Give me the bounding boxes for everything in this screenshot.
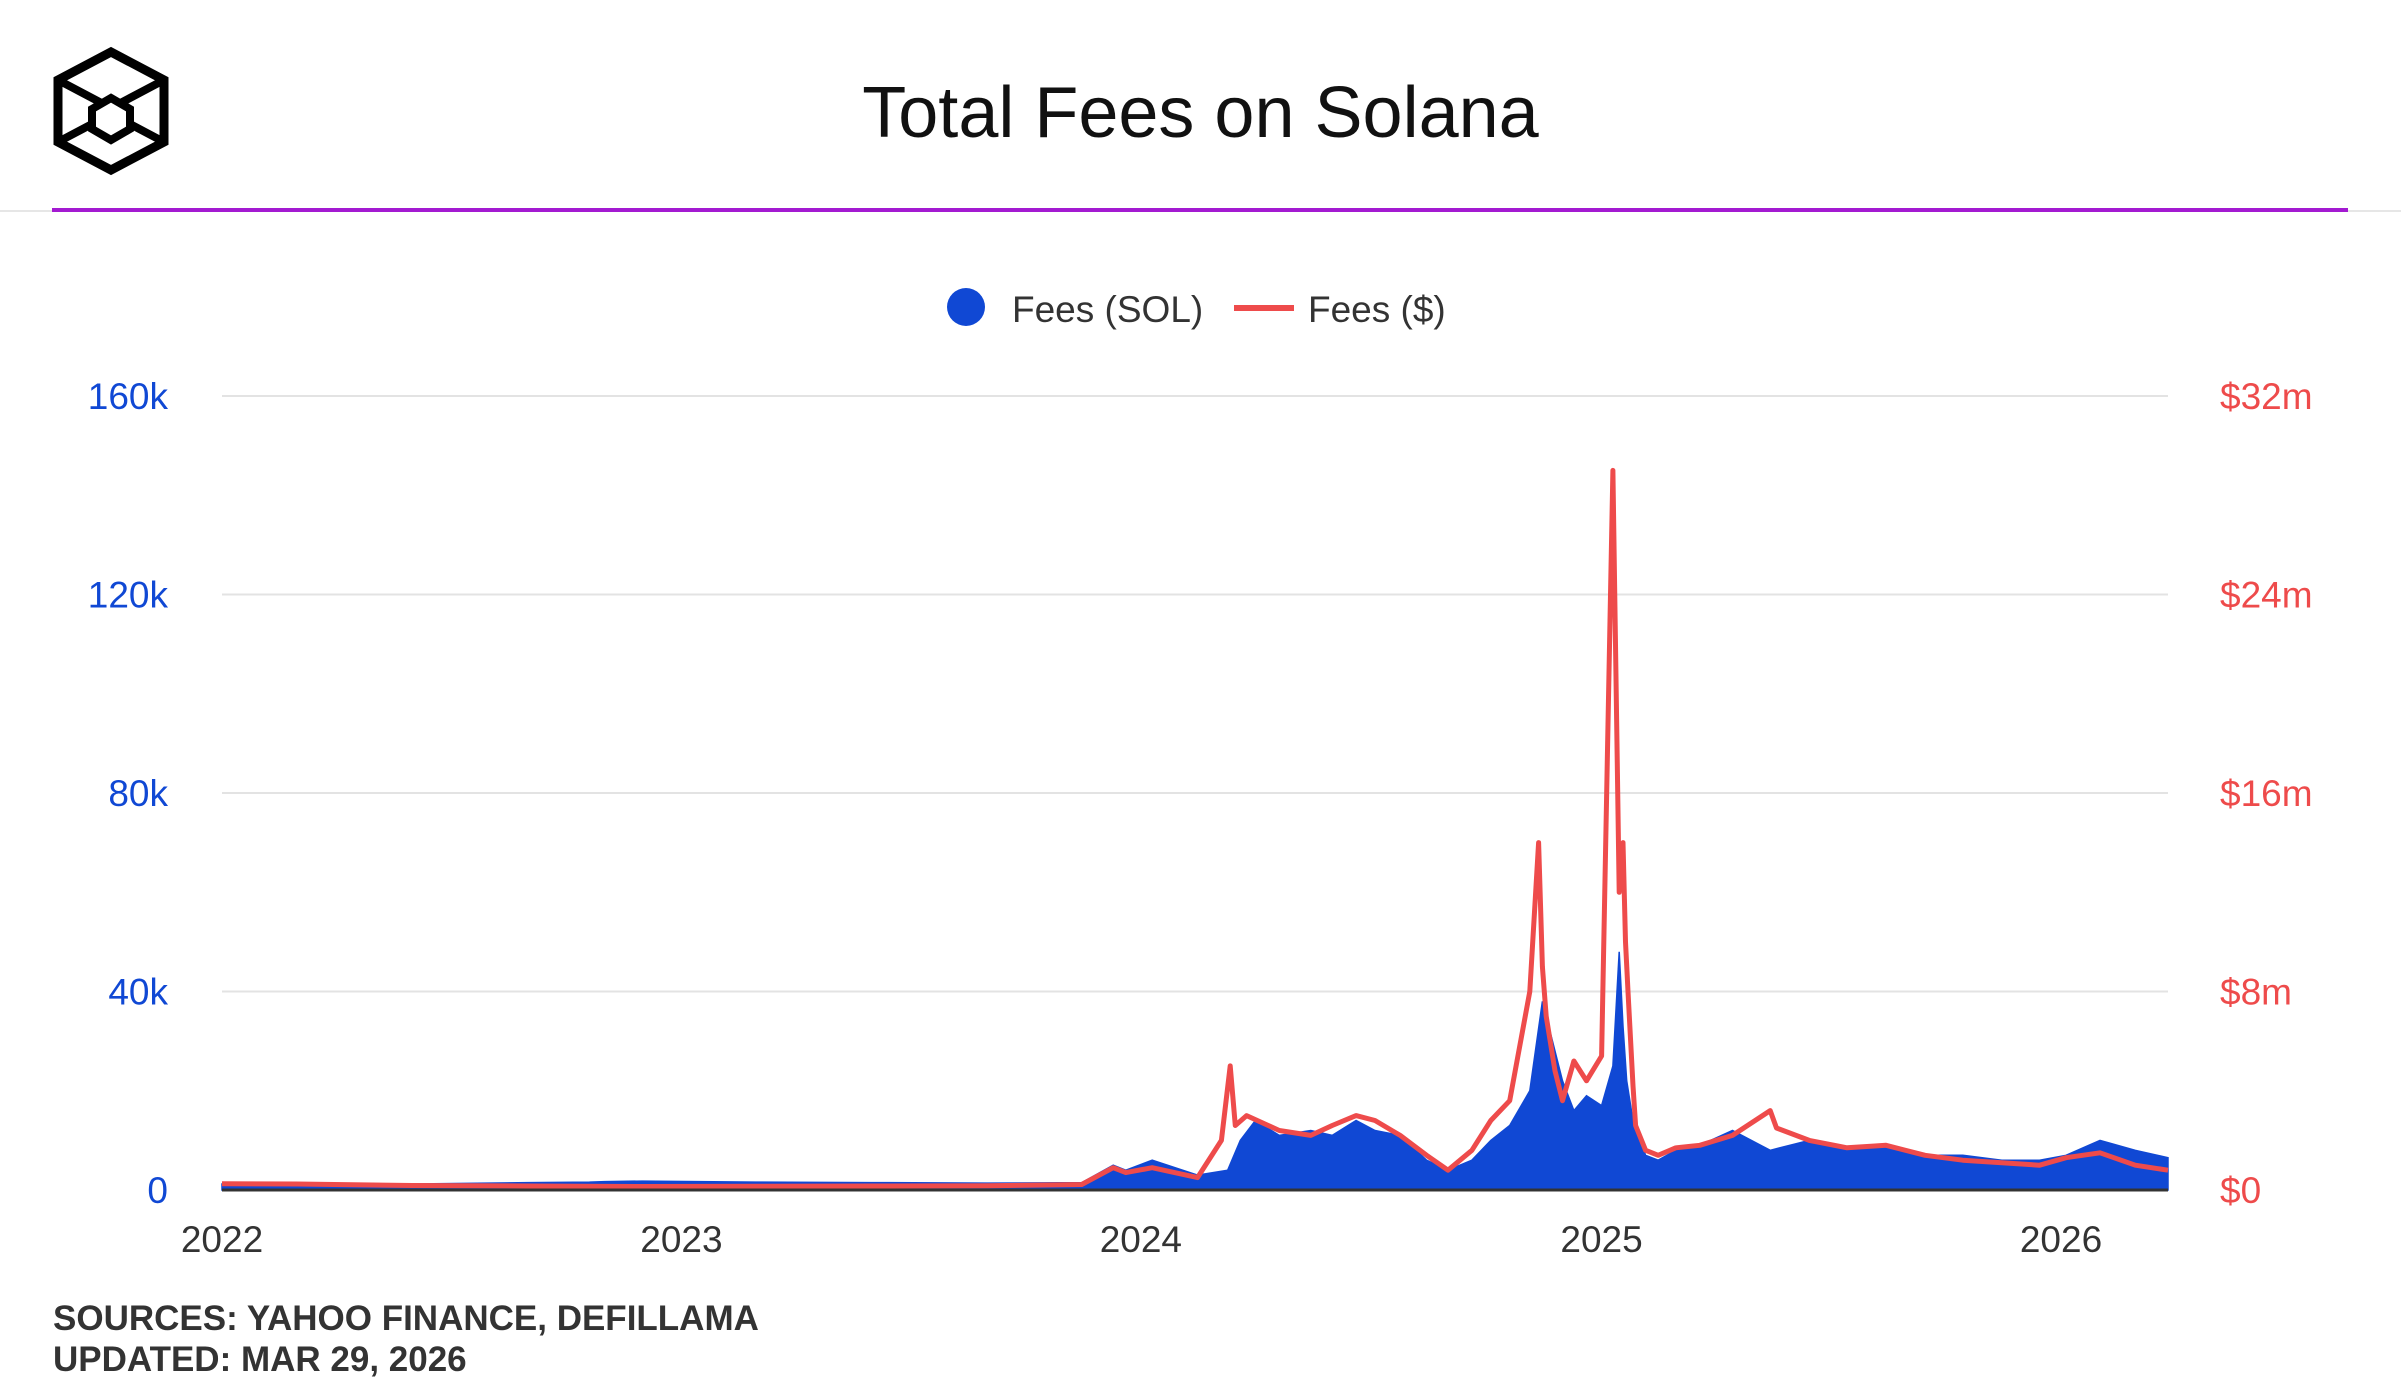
legend-usd-marker — [1234, 305, 1294, 311]
footer: SOURCES: YAHOO FINANCE, DEFILLAMA UPDATE… — [53, 1298, 759, 1380]
right-tick-label: $32m — [2220, 376, 2313, 417]
usd-line — [221, 467, 2169, 1189]
right-tick-label: $8m — [2220, 972, 2292, 1013]
left-axis-ticks: 0 40k 80k 120k 160k — [88, 376, 169, 1211]
sources-note: SOURCES: YAHOO FINANCE, DEFILLAMA — [53, 1299, 759, 1338]
right-axis-ticks: $0 $8m $16m $24m $32m — [2220, 376, 2313, 1211]
right-tick-label: $24m — [2220, 575, 2313, 616]
usd-line-layer — [221, 467, 2169, 1189]
left-tick-label: 40k — [108, 972, 168, 1013]
legend-sol-marker — [947, 288, 985, 326]
updated-note: UPDATED: MAR 29, 2026 — [53, 1340, 467, 1379]
left-tick-label: 0 — [147, 1170, 168, 1211]
chart: Fees (SOL) Fees ($) 0 40k 80k 120k 160k $0 $8… — [88, 288, 2313, 1260]
page-title: Total Fees on Solana — [862, 73, 1539, 153]
legend: Fees (SOL) Fees ($) — [947, 288, 1446, 330]
right-tick-label: $0 — [2220, 1170, 2261, 1211]
sol-area — [221, 951, 2169, 1191]
x-axis-ticks: 2022 2023 2024 2025 2026 — [181, 1219, 2102, 1260]
header-accent-rule — [52, 208, 2348, 212]
left-tick-label: 160k — [88, 376, 169, 417]
legend-usd-label: Fees ($) — [1308, 289, 1446, 330]
left-tick-label: 80k — [108, 773, 168, 814]
left-tick-label: 120k — [88, 575, 169, 616]
sol-area-layer — [221, 951, 2169, 1191]
x-tick-label: 2023 — [640, 1219, 722, 1260]
x-tick-label: 2026 — [2020, 1219, 2102, 1260]
legend-sol-label: Fees (SOL) — [1012, 289, 1203, 330]
cube-logo-icon — [53, 46, 169, 176]
x-tick-label: 2024 — [1100, 1219, 1182, 1260]
grid — [222, 395, 2168, 993]
right-tick-label: $16m — [2220, 773, 2313, 814]
x-tick-label: 2022 — [181, 1219, 263, 1260]
x-tick-label: 2025 — [1560, 1219, 1642, 1260]
